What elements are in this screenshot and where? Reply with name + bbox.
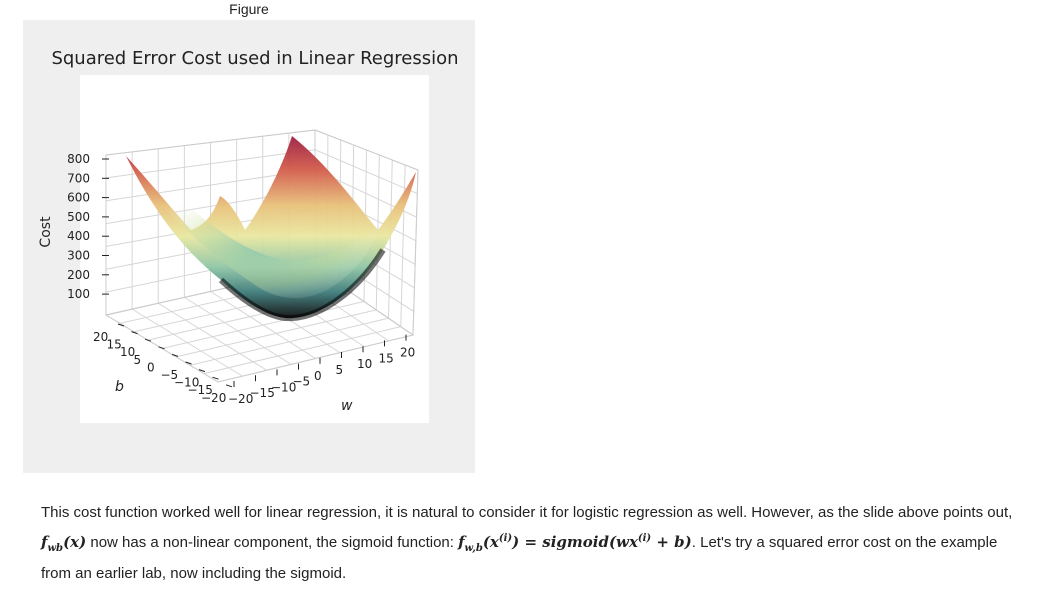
f-symbol: f <box>41 532 48 551</box>
b-tick-label: 20 <box>93 330 108 344</box>
grid-line <box>203 326 401 375</box>
x-argument: (x) <box>63 532 87 551</box>
paragraph-text-2: now has a non-linear component, the sigm… <box>86 533 459 551</box>
grid-line <box>388 159 393 319</box>
b-tick-mark <box>144 338 152 342</box>
w-tick-label: −15 <box>250 386 275 400</box>
w-tick-label: 0 <box>314 369 322 383</box>
sigmoid-eq-superscript: (i) <box>637 532 652 544</box>
sigmoid-equation-end: + b) <box>651 532 692 551</box>
grid-line <box>189 317 389 366</box>
w-tick-label: 15 <box>379 351 394 365</box>
b-tick-label: 15 <box>107 338 122 352</box>
b-tick-label: 0 <box>147 360 155 374</box>
b-tick-mark <box>198 369 206 373</box>
b-tick-label: −5 <box>161 368 179 382</box>
z-tick-label: 800 <box>67 152 90 166</box>
paragraph-text-3: . Let's try a squared error cost on the … <box>41 533 998 583</box>
w-tick-label: −5 <box>293 375 311 389</box>
b-tick-mark <box>212 376 219 380</box>
wb-subscript: wb <box>47 542 64 554</box>
sigmoid-f-argument: (x <box>482 532 499 551</box>
z-tick-label: 200 <box>67 268 90 282</box>
w-tick-label: 10 <box>357 357 372 371</box>
b-axis-label: b <box>115 379 124 395</box>
figure-label: Figure <box>229 1 269 17</box>
z-tick-label: 300 <box>67 249 90 263</box>
sigmoid-f-symbol: f <box>458 532 465 551</box>
z-axis-label: Cost <box>38 216 54 248</box>
surface-plot: Squared Error Cost used in Linear Regres… <box>38 48 459 423</box>
w-tick-label: 20 <box>400 346 415 360</box>
grid-line <box>161 301 365 349</box>
grid-line <box>314 149 418 195</box>
grid-line <box>175 309 377 358</box>
sigmoid-f-subscript: w,b <box>464 542 483 554</box>
b-tick-label: −20 <box>201 391 226 405</box>
b-tick-mark <box>158 346 165 350</box>
sigmoid-equation: ) = sigmoid(wx <box>512 532 638 551</box>
z-tick-label: 500 <box>67 210 90 224</box>
z-tick-label: 400 <box>67 229 90 243</box>
z-tick-label: 100 <box>67 287 90 301</box>
z-tick-label: 600 <box>67 191 90 205</box>
b-tick-label: 10 <box>120 345 135 359</box>
b-tick-label: −10 <box>174 376 199 390</box>
z-axis-ticks: 800 700 600 500 400 300 200 100 <box>67 152 109 301</box>
b-tick-mark <box>117 323 125 327</box>
paragraph-text-1: This cost function worked well for linea… <box>41 504 1013 521</box>
z-tick-label: 700 <box>67 171 90 185</box>
cost-surface <box>126 136 416 322</box>
b-tick-label: 5 <box>134 353 142 367</box>
b-tick-mark <box>171 353 179 357</box>
chart-title: Squared Error Cost used in Linear Regres… <box>51 48 458 69</box>
b-tick-mark <box>185 361 192 365</box>
b-tick-mark <box>225 384 233 388</box>
w-axis-label: w <box>341 398 353 414</box>
b-tick-label: −15 <box>188 383 213 397</box>
f-wb-x-formula: fwb(x) <box>41 532 87 554</box>
sigmoid-i-superscript: (i) <box>498 532 513 544</box>
b-tick-mark <box>131 331 138 335</box>
w-tick-label: −20 <box>228 392 253 406</box>
w-tick-label: 5 <box>336 363 344 377</box>
explanation-paragraph: This cost function worked well for linea… <box>41 500 1016 587</box>
sigmoid-formula: fw,b(x(i)) = sigmoid(wx(i) + b) <box>458 532 692 554</box>
w-tick-label: −10 <box>271 380 296 394</box>
figure-panel: Squared Error Cost used in Linear Regres… <box>23 20 475 473</box>
w-axis-ticks: −20−15−10−5 0 5 10 15 20 <box>228 334 415 406</box>
